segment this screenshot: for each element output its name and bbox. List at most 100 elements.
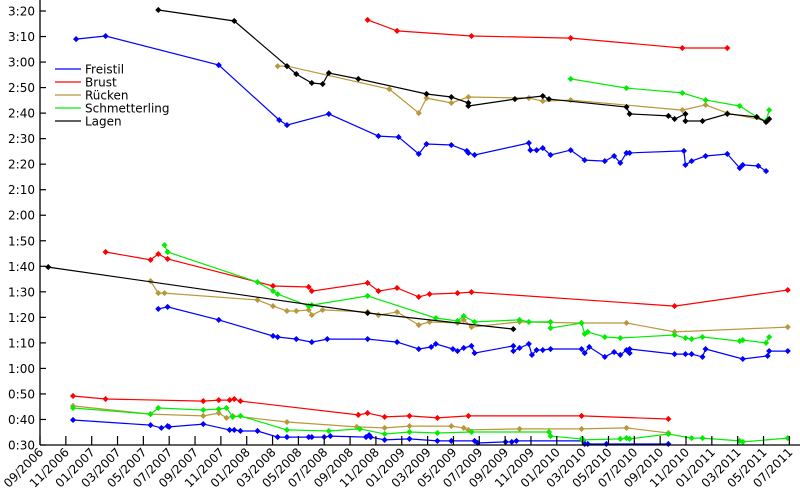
- data-point-marker: [671, 303, 678, 310]
- series-13: [45, 263, 517, 333]
- series-7: [147, 278, 791, 335]
- data-point-marker: [200, 412, 207, 419]
- data-point-marker: [578, 319, 585, 327]
- data-point-marker: [581, 157, 588, 164]
- data-point-marker: [164, 255, 171, 262]
- data-point-marker: [158, 424, 165, 431]
- data-point-marker: [460, 424, 467, 431]
- data-point-marker: [617, 159, 624, 166]
- data-point-marker: [702, 97, 709, 104]
- data-point-marker: [381, 436, 388, 443]
- data-point-marker: [293, 70, 300, 78]
- data-point-marker: [766, 106, 773, 114]
- data-point-marker: [364, 292, 371, 299]
- series-line: [277, 65, 768, 122]
- data-point-marker: [155, 305, 162, 312]
- data-point-marker: [545, 428, 553, 436]
- data-point-marker: [102, 32, 109, 40]
- series-line: [72, 419, 669, 445]
- data-point-marker: [364, 16, 371, 24]
- data-point-marker: [324, 335, 331, 343]
- data-point-marker: [147, 256, 154, 263]
- data-point-marker: [102, 395, 109, 403]
- data-point-marker: [269, 332, 277, 340]
- data-point-marker: [274, 291, 281, 298]
- data-point-marker: [69, 416, 77, 424]
- data-point-marker: [147, 411, 154, 418]
- data-point-marker: [283, 63, 291, 70]
- y-tick-label: 3:00: [8, 56, 35, 70]
- data-point-marker: [682, 351, 689, 358]
- data-point-marker: [611, 152, 618, 160]
- data-point-marker: [423, 90, 430, 98]
- data-point-marker: [755, 162, 762, 170]
- data-point-marker: [623, 85, 630, 92]
- data-point-marker: [766, 347, 773, 355]
- data-point-marker: [393, 284, 401, 292]
- y-tick-label: 2:10: [8, 183, 35, 197]
- y-tick-label: 1:30: [8, 285, 35, 299]
- data-point-marker: [578, 345, 585, 353]
- data-point-marker: [547, 345, 554, 353]
- data-point-marker: [671, 351, 678, 358]
- data-point-marker: [237, 427, 244, 435]
- data-point-marker: [611, 349, 618, 356]
- data-point-marker: [375, 287, 382, 295]
- data-point-marker: [688, 351, 695, 358]
- data-point-marker: [601, 353, 608, 360]
- data-point-marker: [355, 75, 362, 82]
- data-point-marker: [147, 422, 154, 429]
- y-tick-label: 2:20: [8, 158, 35, 172]
- legend-item-1: Brust: [55, 76, 117, 90]
- data-point-marker: [617, 351, 624, 358]
- data-point-marker: [166, 423, 173, 430]
- plot-area: [45, 6, 791, 448]
- data-point-marker: [699, 333, 706, 341]
- data-point-marker: [766, 115, 773, 123]
- data-point-marker: [448, 423, 455, 430]
- data-point-marker: [367, 434, 374, 441]
- data-point-marker: [406, 412, 413, 419]
- data-point-marker: [516, 425, 523, 432]
- data-point-marker: [319, 80, 326, 88]
- data-point-marker: [406, 428, 413, 436]
- data-point-marker: [617, 435, 624, 442]
- data-point-marker: [432, 340, 439, 347]
- legend-item-4: Lagen: [55, 115, 122, 129]
- data-point-marker: [533, 346, 540, 354]
- data-point-marker: [274, 63, 281, 70]
- data-point-marker: [381, 430, 388, 438]
- data-point-marker: [623, 319, 630, 327]
- data-point-marker: [533, 147, 540, 154]
- data-point-marker: [739, 161, 746, 169]
- data-point-marker: [308, 287, 315, 295]
- data-point-marker: [269, 303, 277, 310]
- data-point-marker: [547, 318, 554, 326]
- data-point-marker: [423, 94, 430, 102]
- data-point-marker: [739, 355, 746, 363]
- data-point-marker: [364, 410, 371, 417]
- data-point-marker: [155, 6, 162, 14]
- data-point-marker: [415, 293, 422, 300]
- data-point-marker: [510, 326, 517, 333]
- data-point-marker: [460, 313, 467, 320]
- y-tick-label: 0:30: [8, 439, 35, 453]
- data-point-marker: [567, 34, 574, 42]
- data-point-marker: [460, 344, 467, 352]
- data-point-marker: [164, 248, 171, 256]
- data-point-marker: [147, 278, 154, 285]
- data-point-marker: [164, 303, 171, 310]
- data-point-marker: [215, 62, 222, 69]
- data-point-marker: [626, 110, 633, 117]
- data-point-marker: [762, 168, 770, 175]
- data-point-marker: [702, 152, 709, 160]
- y-tick-label: 1:50: [8, 234, 35, 248]
- data-point-marker: [415, 321, 422, 329]
- series-line: [48, 266, 514, 330]
- data-point-marker: [508, 438, 515, 446]
- data-point-marker: [784, 347, 791, 355]
- data-point-marker: [601, 158, 608, 165]
- data-point-marker: [665, 112, 672, 119]
- data-point-marker: [155, 250, 162, 258]
